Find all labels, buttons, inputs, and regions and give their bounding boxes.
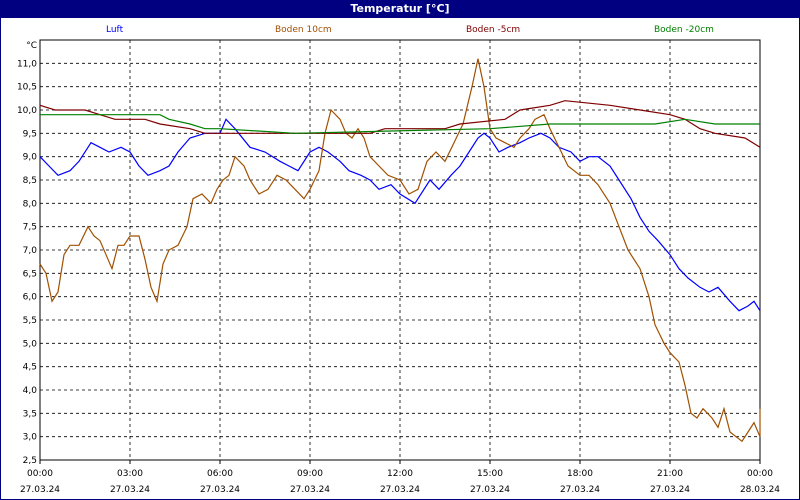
y-tick-label: 3,5 [23,409,37,419]
y-tick-label: 5,0 [23,339,38,349]
x-tick-date: 28.03.24 [740,485,780,495]
legend-boden-minus20cm: Boden -20cm [654,25,714,35]
x-tick-date: 27.03.24 [380,485,420,495]
x-tick-time: 00:00 [747,469,773,479]
y-tick-label: 6,0 [23,293,38,303]
x-tick-date: 27.03.24 [290,485,330,495]
y-tick-label: 11,0 [17,59,37,69]
x-tick-time: 03:00 [117,469,143,479]
x-tick-time: 21:00 [657,469,683,479]
y-tick-label: 3,0 [23,433,38,443]
chart-title: Temperatur [°C] [0,0,800,18]
y-tick-label: 10,0 [17,106,37,116]
y-tick-label: 9,5 [23,129,37,139]
legend-luft: Luft [106,25,124,35]
y-tick-label: 7,0 [23,246,38,256]
y-tick-label: 4,5 [23,363,37,373]
x-tick-date: 27.03.24 [20,485,60,495]
x-tick-time: 12:00 [387,469,413,479]
y-tick-label: 8,0 [23,199,38,209]
x-tick-date: 27.03.24 [470,485,510,495]
y-tick-label: 9,0 [23,153,38,163]
y-tick-label: 10,5 [17,83,37,93]
y-tick-label: 2,5 [23,456,37,466]
y-tick-label: 6,5 [23,269,37,279]
legend-boden-minus5cm: Boden -5cm [466,25,521,35]
series-line-boden-10cm [39,58,761,443]
x-tick-date: 27.03.24 [560,485,600,495]
series-line-boden-20cm [40,114,760,134]
x-tick-time: 06:00 [207,469,233,479]
x-tick-time: 00:00 [27,469,53,479]
y-tick-label: 4,0 [23,386,38,396]
x-tick-date: 27.03.24 [200,485,240,495]
legend-boden-10cm: Boden 10cm [275,25,332,35]
x-tick-time: 15:00 [477,469,503,479]
series-line-luft [39,118,761,312]
y-tick-label: 5,5 [23,316,37,326]
x-tick-time: 09:00 [297,469,323,479]
x-tick-time: 18:00 [567,469,593,479]
y-tick-label: 7,5 [23,223,37,233]
x-tick-date: 27.03.24 [110,485,150,495]
y-tick-label: 8,5 [23,176,37,186]
x-tick-date: 27.03.24 [650,485,690,495]
y-axis-unit: °C [26,41,37,51]
